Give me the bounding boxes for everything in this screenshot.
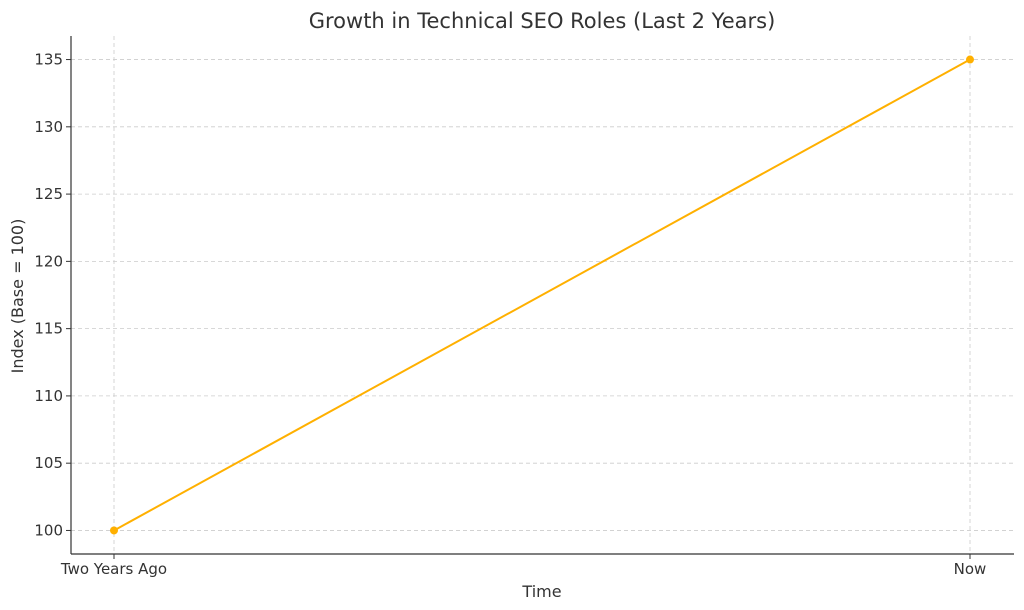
y-axis-label: Index (Base = 100) [8, 219, 27, 374]
ticks-layer: 100 105 110 115 120 125 130 135 Two Years Ago Now [34, 51, 986, 578]
axes-layer [70, 36, 1014, 555]
y-tick-label: 100 [34, 521, 63, 539]
y-tick-label: 105 [34, 454, 63, 472]
data-point [966, 55, 974, 64]
x-tick-label: Now [954, 560, 987, 578]
y-tick-label: 135 [34, 51, 63, 69]
y-tick-label: 125 [34, 185, 63, 203]
y-tick-label: 115 [34, 320, 63, 338]
y-tick-label: 110 [34, 387, 63, 405]
series-line [113, 58, 971, 532]
x-tick-label: Two Years Ago [60, 560, 167, 578]
data-point [110, 526, 118, 535]
series-layer [110, 55, 974, 535]
grid-layer [71, 36, 1014, 554]
y-tick-label: 130 [34, 118, 63, 136]
y-tick-label: 120 [34, 252, 63, 270]
x-axis-label: Time [521, 582, 561, 601]
chart-title: Growth in Technical SEO Roles (Last 2 Ye… [309, 9, 776, 33]
